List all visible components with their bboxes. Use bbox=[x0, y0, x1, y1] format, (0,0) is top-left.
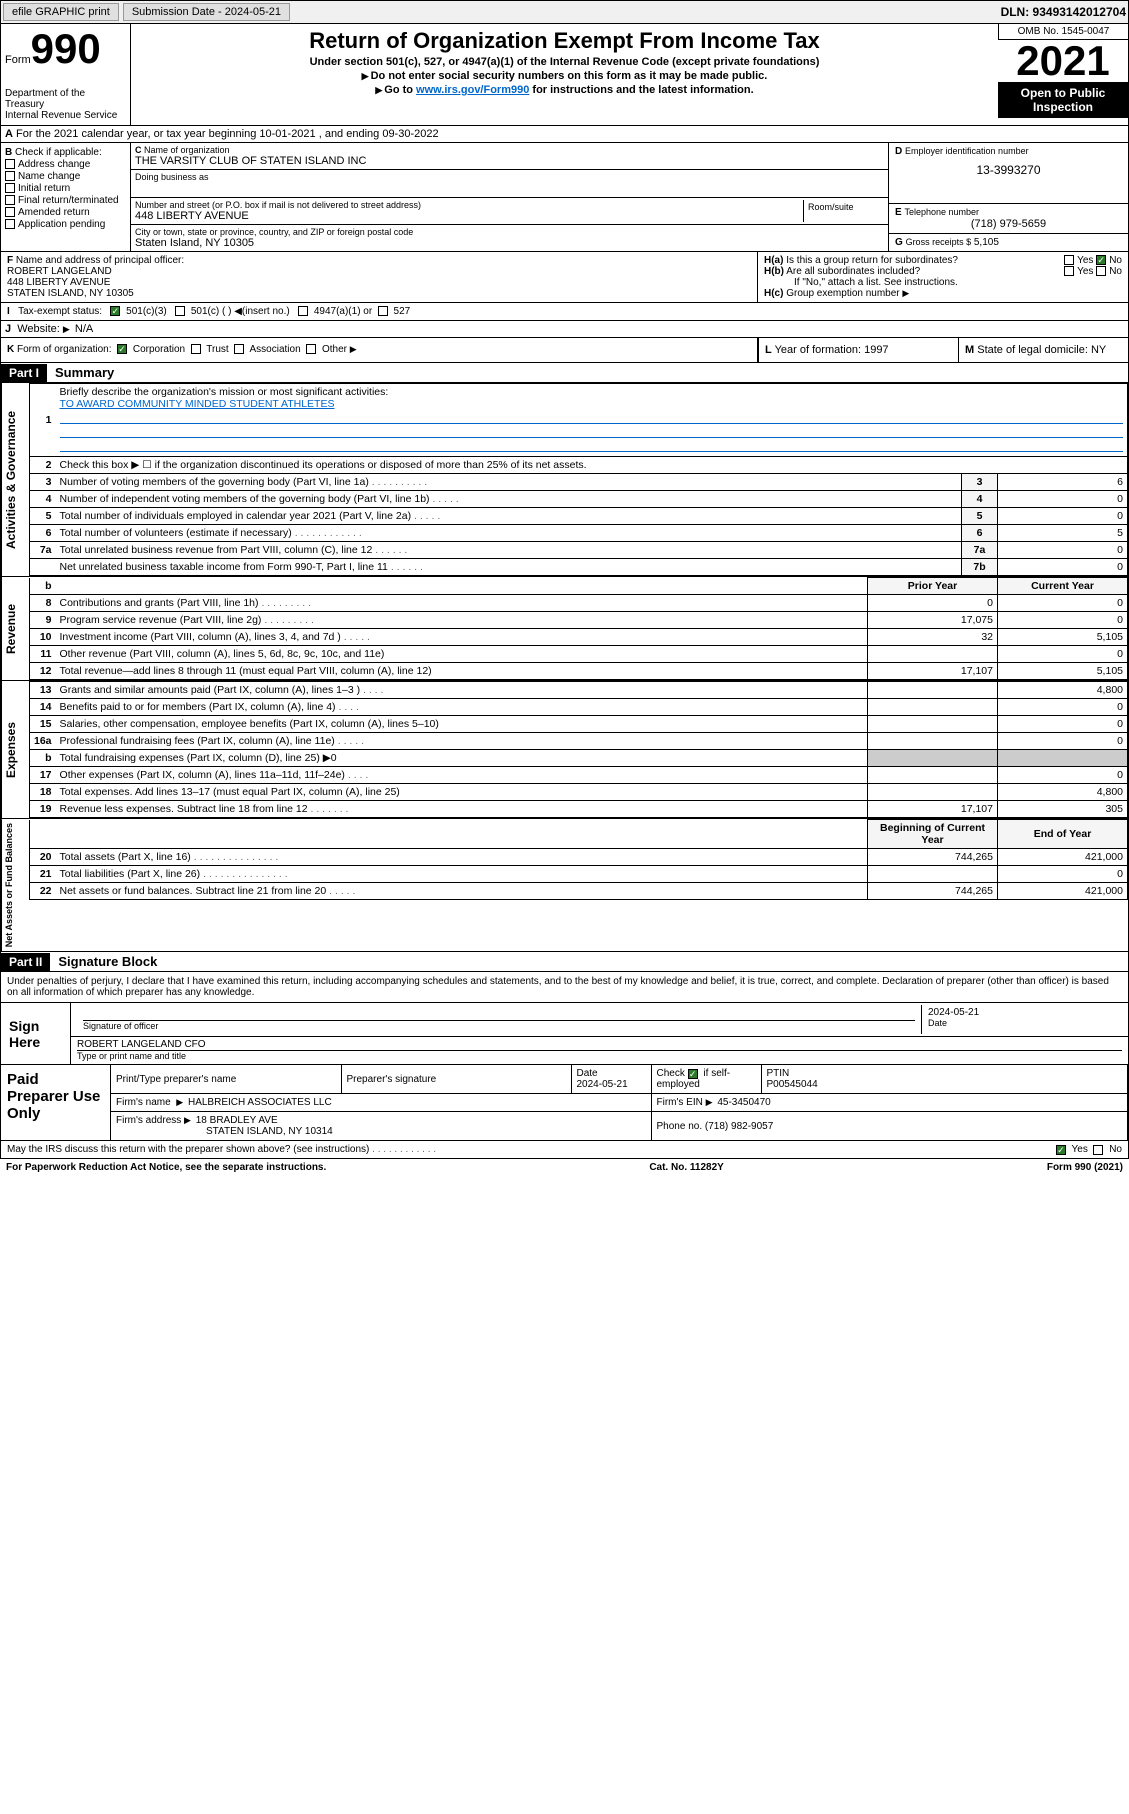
ha-yes[interactable] bbox=[1064, 255, 1074, 265]
firm-phone: (718) 982-9057 bbox=[705, 1121, 773, 1132]
sign-date: 2024-05-21 bbox=[928, 1007, 979, 1018]
tax-year: 2021 bbox=[998, 40, 1128, 82]
website: N/A bbox=[75, 323, 93, 335]
cb-amended-return[interactable]: Amended return bbox=[5, 207, 126, 218]
section-bcdeg: B Check if applicable: Address change Na… bbox=[0, 143, 1129, 252]
sign-here-label: Sign Here bbox=[1, 1003, 71, 1064]
ptin: P00545044 bbox=[767, 1079, 818, 1090]
tab-net-assets: Net Assets or Fund Balances bbox=[1, 819, 29, 951]
city-state-zip: Staten Island, NY 10305 bbox=[135, 237, 884, 249]
form-page: Form 990 (2021) bbox=[1047, 1162, 1123, 1173]
form-word: Form bbox=[5, 54, 31, 66]
cb-corp[interactable] bbox=[117, 344, 127, 354]
form-header: Form990 Department of the Treasury Inter… bbox=[0, 24, 1129, 126]
b-label: Check if applicable: bbox=[15, 147, 102, 158]
section-fh: F Name and address of principal officer:… bbox=[0, 252, 1129, 303]
tab-revenue: Revenue bbox=[1, 577, 29, 680]
discuss-no[interactable] bbox=[1093, 1145, 1103, 1155]
form-subtitle-1: Under section 501(c), 527, or 4947(a)(1)… bbox=[135, 56, 994, 68]
expenses-table: 13Grants and similar amounts paid (Part … bbox=[29, 681, 1128, 818]
submission-date-button[interactable]: Submission Date - 2024-05-21 bbox=[123, 3, 290, 21]
cb-final-return[interactable]: Final return/terminated bbox=[5, 195, 126, 206]
section-i: I Tax-exempt status: 501(c)(3) 501(c) ( … bbox=[0, 303, 1129, 321]
cb-501c3[interactable] bbox=[110, 306, 120, 316]
open-inspection: Open to Public Inspection bbox=[998, 82, 1128, 118]
part1-header: Part ISummary bbox=[0, 363, 1129, 383]
section-j: J Website: N/A bbox=[1, 321, 1128, 337]
hb-yes[interactable] bbox=[1064, 266, 1074, 276]
mission-text: TO AWARD COMMUNITY MINDED STUDENT ATHLET… bbox=[60, 398, 335, 410]
section-klm: K Form of organization: Corporation Trus… bbox=[0, 338, 1129, 363]
ein: 13-3993270 bbox=[895, 163, 1122, 177]
part2-header: Part IISignature Block bbox=[0, 952, 1129, 972]
officer-addr1: 448 LIBERTY AVENUE bbox=[7, 277, 110, 288]
hb-no[interactable] bbox=[1096, 266, 1106, 276]
cb-self-employed[interactable] bbox=[688, 1069, 698, 1079]
signature-block: Under penalties of perjury, I declare th… bbox=[0, 972, 1129, 1065]
top-bar: efile GRAPHIC print Submission Date - 20… bbox=[0, 0, 1129, 24]
cb-assoc[interactable] bbox=[234, 344, 244, 354]
tab-expenses: Expenses bbox=[1, 681, 29, 818]
irs-label: Internal Revenue Service bbox=[5, 110, 126, 121]
cat-no: Cat. No. 11282Y bbox=[649, 1162, 723, 1173]
state-domicile: NY bbox=[1091, 344, 1106, 356]
firm-addr2: STATEN ISLAND, NY 10314 bbox=[206, 1126, 333, 1137]
officer-addr2: STATEN ISLAND, NY 10305 bbox=[7, 288, 134, 299]
prep-date: 2024-05-21 bbox=[577, 1079, 628, 1090]
street-address: 448 LIBERTY AVENUE bbox=[135, 210, 803, 222]
officer-sign-name: ROBERT LANGELAND CFO bbox=[77, 1039, 206, 1050]
net-assets-table: Beginning of Current YearEnd of Year 20T… bbox=[29, 819, 1128, 900]
form-subtitle-3: Go to www.irs.gov/Form990 for instructio… bbox=[135, 84, 994, 96]
section-a: A For the 2021 calendar year, or tax yea… bbox=[1, 126, 1128, 142]
cb-527[interactable] bbox=[378, 306, 388, 316]
ha-no[interactable] bbox=[1096, 255, 1106, 265]
paid-preparer-block: Paid Preparer Use Only Print/Type prepar… bbox=[0, 1065, 1129, 1141]
dept-label: Department of the Treasury bbox=[5, 88, 126, 110]
cb-4947[interactable] bbox=[298, 306, 308, 316]
cb-address-change[interactable]: Address change bbox=[5, 159, 126, 170]
firm-name: HALBREICH ASSOCIATES LLC bbox=[188, 1097, 332, 1108]
form-title: Return of Organization Exempt From Incom… bbox=[135, 28, 994, 54]
gross-receipts: 5,105 bbox=[974, 237, 999, 248]
efile-button[interactable]: efile GRAPHIC print bbox=[3, 3, 119, 21]
officer-name: ROBERT LANGELAND bbox=[7, 266, 112, 277]
cb-other[interactable] bbox=[306, 344, 316, 354]
page-footer: For Paperwork Reduction Act Notice, see … bbox=[0, 1159, 1129, 1176]
tab-governance: Activities & Governance bbox=[1, 383, 29, 576]
cb-initial-return[interactable]: Initial return bbox=[5, 183, 126, 194]
form-number: 990 bbox=[31, 25, 101, 72]
org-name: THE VARSITY CLUB OF STATEN ISLAND INC bbox=[135, 155, 884, 167]
discuss-row: May the IRS discuss this return with the… bbox=[0, 1141, 1129, 1159]
form-subtitle-2: Do not enter social security numbers on … bbox=[135, 70, 994, 82]
governance-table: 1Briefly describe the organization's mis… bbox=[29, 383, 1128, 576]
irs-link[interactable]: www.irs.gov/Form990 bbox=[416, 84, 529, 96]
cb-trust[interactable] bbox=[191, 344, 201, 354]
cb-501c[interactable] bbox=[175, 306, 185, 316]
dln-label: DLN: 93493142012704 bbox=[1001, 5, 1126, 19]
cb-name-change[interactable]: Name change bbox=[5, 171, 126, 182]
discuss-yes[interactable] bbox=[1056, 1145, 1066, 1155]
firm-addr1: 18 BRADLEY AVE bbox=[196, 1115, 278, 1126]
cb-application-pending[interactable]: Application pending bbox=[5, 219, 126, 230]
telephone: (718) 979-5659 bbox=[895, 218, 1122, 230]
firm-ein: 45-3450470 bbox=[717, 1097, 770, 1108]
year-formation: 1997 bbox=[864, 344, 888, 356]
revenue-table: bPrior YearCurrent Year 8Contributions a… bbox=[29, 577, 1128, 680]
